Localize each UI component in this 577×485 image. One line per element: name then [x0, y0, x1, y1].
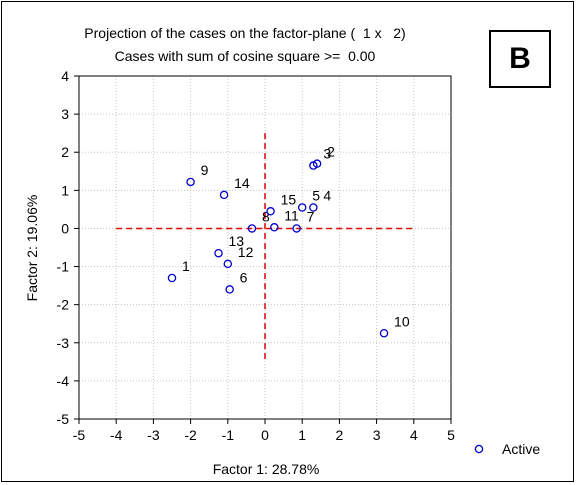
x-tick-label: -2 — [184, 427, 197, 443]
x-tick-label: 3 — [373, 427, 381, 443]
data-point — [167, 273, 177, 283]
y-tick-label: -5 — [57, 411, 70, 427]
x-tick-label: 5 — [447, 427, 455, 443]
y-tick-label: 2 — [61, 144, 69, 160]
legend: Active — [474, 441, 540, 457]
data-point — [186, 177, 195, 187]
data-point-label: 13 — [229, 233, 245, 249]
x-tick-label: -5 — [73, 427, 86, 443]
chart-subtitle: Cases with sum of cosine square >= 0.00 — [115, 48, 376, 64]
data-point-label: 11 — [284, 207, 299, 223]
data-point-label: 14 — [234, 175, 250, 191]
y-tick-label: -4 — [57, 373, 70, 389]
x-tick-label: -1 — [222, 427, 235, 443]
data-point — [379, 328, 389, 338]
x-axis-label: Factor 1: 28.78% — [213, 461, 320, 477]
x-tick-label: 4 — [410, 427, 418, 443]
data-point-label: 1 — [182, 258, 190, 274]
y-tick-label: -2 — [57, 297, 70, 313]
data-point-label: 9 — [201, 162, 209, 178]
x-tick-label: -3 — [147, 427, 160, 443]
legend-marker-icon — [474, 444, 484, 454]
y-tick-label: -3 — [57, 335, 70, 351]
data-point — [292, 224, 301, 233]
data-point — [223, 259, 233, 269]
data-point-label: 6 — [240, 269, 248, 285]
data-point-label: 4 — [323, 187, 331, 203]
data-point — [247, 224, 257, 233]
data-point — [309, 161, 318, 170]
y-axis-label: Factor 2: 19.06% — [24, 195, 40, 302]
x-tick-label: 0 — [261, 427, 269, 443]
x-tick-label: 2 — [336, 427, 344, 443]
data-point — [219, 190, 229, 200]
data-point-label: 10 — [394, 313, 410, 329]
data-point-label: 8 — [262, 208, 270, 224]
y-tick-label: -1 — [57, 259, 70, 275]
panel-label: B — [489, 30, 551, 88]
data-point-label: 5 — [312, 187, 320, 203]
data-point — [270, 223, 279, 232]
data-point-label: 12 — [238, 244, 254, 260]
data-point — [214, 248, 223, 258]
y-tick-label: 1 — [61, 182, 69, 198]
y-tick-label: 3 — [61, 106, 69, 122]
chart-title: Projection of the cases on the factor-pl… — [84, 25, 405, 41]
data-point-label: 2 — [327, 144, 335, 160]
data-point — [266, 207, 275, 216]
data-point — [225, 285, 234, 294]
data-point — [297, 203, 307, 212]
y-tick-label: 0 — [61, 220, 69, 236]
data-point-label: 7 — [307, 208, 315, 224]
legend-label: Active — [502, 441, 540, 457]
data-point-label: 3 — [323, 146, 331, 162]
data-point — [309, 203, 318, 212]
reference-lines — [116, 133, 414, 362]
data-point-label: 15 — [281, 191, 297, 207]
x-tick-label: -4 — [110, 427, 123, 443]
x-tick-label: 1 — [298, 427, 306, 443]
y-tick-label: 4 — [61, 68, 69, 84]
